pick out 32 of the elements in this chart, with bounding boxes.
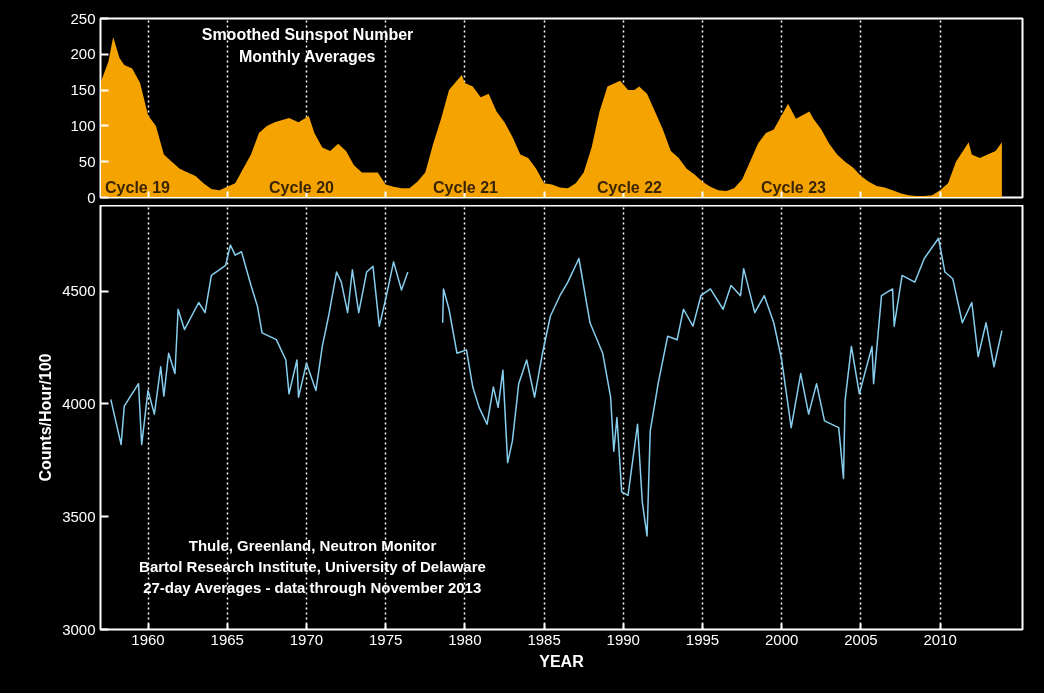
x-tick-label: 1975 (368, 630, 403, 648)
x-axis-title: YEAR (539, 652, 585, 670)
x-tick-label: 2005 (844, 630, 878, 648)
annotation: Cycle 23 (761, 178, 827, 196)
y-tick-label: 3000 (62, 620, 96, 638)
y-tick-label: 4000 (62, 394, 96, 412)
y-tick-label: 0 (87, 188, 96, 206)
x-tick-label: 1965 (210, 630, 244, 648)
annotation: Bartol Research Institute, University of Delaware (139, 558, 486, 575)
y-tick-label: 250 (70, 9, 96, 27)
x-tick-label: 1990 (606, 630, 640, 648)
text: Smoothed Sunspot Number Monthly Averages (201, 26, 414, 65)
annotation: Cycle 20 (269, 178, 335, 196)
annotation: Cycle 19 (105, 178, 171, 196)
annotation: 27-day Averages - data through November 2013 (143, 579, 482, 596)
y-tick-label: 100 (70, 116, 96, 134)
annotation: Cycle 21 (433, 178, 499, 196)
y-tick-label: 4500 (62, 282, 96, 300)
x-tick-label: 1960 (131, 630, 165, 648)
x-tick-label: 1980 (448, 630, 482, 648)
x-tick-label: 1995 (685, 630, 720, 648)
x-tick-label: 1985 (527, 630, 561, 648)
annotation: Thule, Greenland, Neutron Monitor (188, 537, 437, 554)
y-tick-label: 150 (70, 81, 96, 99)
x-tick-label: 2000 (765, 630, 799, 648)
x-tick-label: 1970 (289, 630, 324, 648)
y-tick-label: 3500 (62, 507, 96, 525)
annotation: Cycle 22 (597, 178, 663, 196)
x-tick-label: 2010 (923, 630, 957, 648)
y-tick-label: 200 (70, 45, 96, 63)
y-axis-title: Counts/Hour/100 (37, 353, 55, 482)
y-tick-label: 50 (78, 152, 96, 170)
